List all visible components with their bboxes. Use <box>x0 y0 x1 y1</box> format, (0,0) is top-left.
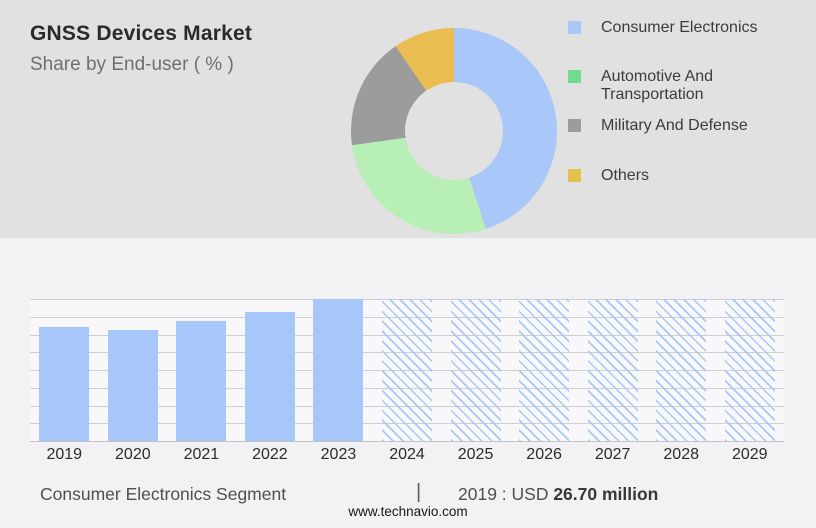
legend-label: Consumer Electronics <box>601 19 758 36</box>
segment-value-prefix: 2019 : USD <box>458 484 554 504</box>
x-tick-label-2026: 2026 <box>526 446 562 463</box>
bar-slot-2027 <box>578 299 647 441</box>
donut-chart <box>351 28 557 234</box>
page-subtitle: Share by End-user ( % ) <box>30 54 234 75</box>
bar-2020 <box>107 330 158 441</box>
bar-slot-2019 <box>30 299 99 441</box>
forecast-bar-2028 <box>656 299 707 441</box>
segment-label: Consumer Electronics Segment <box>40 484 287 504</box>
forecast-bar-2026 <box>519 299 570 441</box>
bar-slot-2021 <box>167 299 236 441</box>
annotation-row: Consumer Electronics Segment | 2019 : US… <box>0 481 816 505</box>
x-tick-label-2029: 2029 <box>731 446 768 463</box>
bar-slot-2028 <box>647 299 716 441</box>
legend-item-military-and-defense: Military And Defense <box>568 117 776 135</box>
bar-chart-x-axis-labels: 2019 2020 2021 2022 2023 2024 2025 2026 2027 2028… <box>30 446 784 464</box>
donut-hole <box>405 82 503 180</box>
x-tick-label-2020: 2020 <box>115 446 151 463</box>
x-tick-label-2025: 2025 <box>457 446 494 463</box>
page-title: GNSS Devices Market <box>30 22 253 45</box>
x-tick-label-2023: 2023 <box>320 446 357 463</box>
legend-item-automotive-and-transportation: Automotive And Transportation <box>568 68 776 104</box>
legend-swatch-icon <box>568 119 581 132</box>
legend-swatch-icon <box>568 70 581 83</box>
legend-swatch-icon <box>568 21 581 34</box>
bar-2022 <box>244 312 295 441</box>
x-tick-label-2027: 2027 <box>594 446 631 463</box>
x-tick-label-2022: 2022 <box>252 446 288 463</box>
legend-item-others: Others <box>568 167 776 185</box>
segment-value: 2019 : USD 26.70 million <box>458 484 658 505</box>
header-section: GNSS Devices Market Share by End-user ( … <box>0 0 816 238</box>
legend-swatch-icon <box>568 169 581 182</box>
x-tick-label-2028: 2028 <box>663 446 699 463</box>
bar-slot-2022 <box>236 299 305 441</box>
donut-legend: Consumer Electronics Automotive And Tran… <box>568 0 798 238</box>
bar-slot-2026 <box>510 299 579 441</box>
x-tick-label-2019: 2019 <box>46 446 83 463</box>
x-tick-label-2024: 2024 <box>389 446 425 463</box>
bar-chart-plot-area <box>30 299 784 442</box>
bar-slot-2023 <box>304 299 373 441</box>
bar-slot-2020 <box>99 299 168 441</box>
separator: | <box>416 481 422 503</box>
bar-series <box>30 299 784 441</box>
forecast-bar-2025 <box>450 299 501 441</box>
forecast-bar-2027 <box>587 299 638 441</box>
legend-item-consumer-electronics: Consumer Electronics <box>568 19 776 37</box>
gridline <box>30 441 784 442</box>
bar-2021 <box>176 320 227 441</box>
bar-slot-2025 <box>441 299 510 441</box>
bar-slot-2029 <box>715 299 784 441</box>
source-url: www.technavio.com <box>348 504 468 519</box>
x-tick-label-2021: 2021 <box>183 446 220 463</box>
segment-value-amount: 26.70 million <box>553 484 659 504</box>
forecast-bar-2029 <box>724 299 775 441</box>
forecast-bar-2024 <box>382 299 432 441</box>
bar-2019 <box>39 327 90 441</box>
legend-label: Automotive And Transportation <box>601 68 714 103</box>
bar-2023 <box>313 299 364 441</box>
legend-label: Others <box>601 167 650 184</box>
bar-slot-2024 <box>373 299 442 441</box>
legend-label: Military And Defense <box>601 117 748 134</box>
